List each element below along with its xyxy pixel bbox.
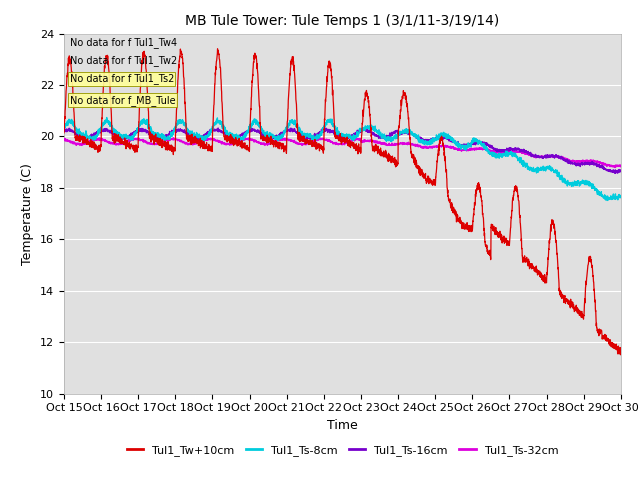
Y-axis label: Temperature (C): Temperature (C) — [22, 163, 35, 264]
Legend: Tul1_Tw+10cm, Tul1_Ts-8cm, Tul1_Ts-16cm, Tul1_Ts-32cm: Tul1_Tw+10cm, Tul1_Ts-8cm, Tul1_Ts-16cm,… — [122, 440, 563, 460]
Text: No data for f Tul1_Ts2: No data for f Tul1_Ts2 — [70, 73, 174, 84]
Title: MB Tule Tower: Tule Temps 1 (3/1/11-3/19/14): MB Tule Tower: Tule Temps 1 (3/1/11-3/19… — [185, 14, 500, 28]
X-axis label: Time: Time — [327, 419, 358, 432]
Text: No data for f Tul1_Tw2: No data for f Tul1_Tw2 — [70, 55, 177, 66]
Text: No data for f Tul1_Tw4: No data for f Tul1_Tw4 — [70, 37, 177, 48]
Text: No data for f_MB_Tule: No data for f_MB_Tule — [70, 95, 175, 106]
